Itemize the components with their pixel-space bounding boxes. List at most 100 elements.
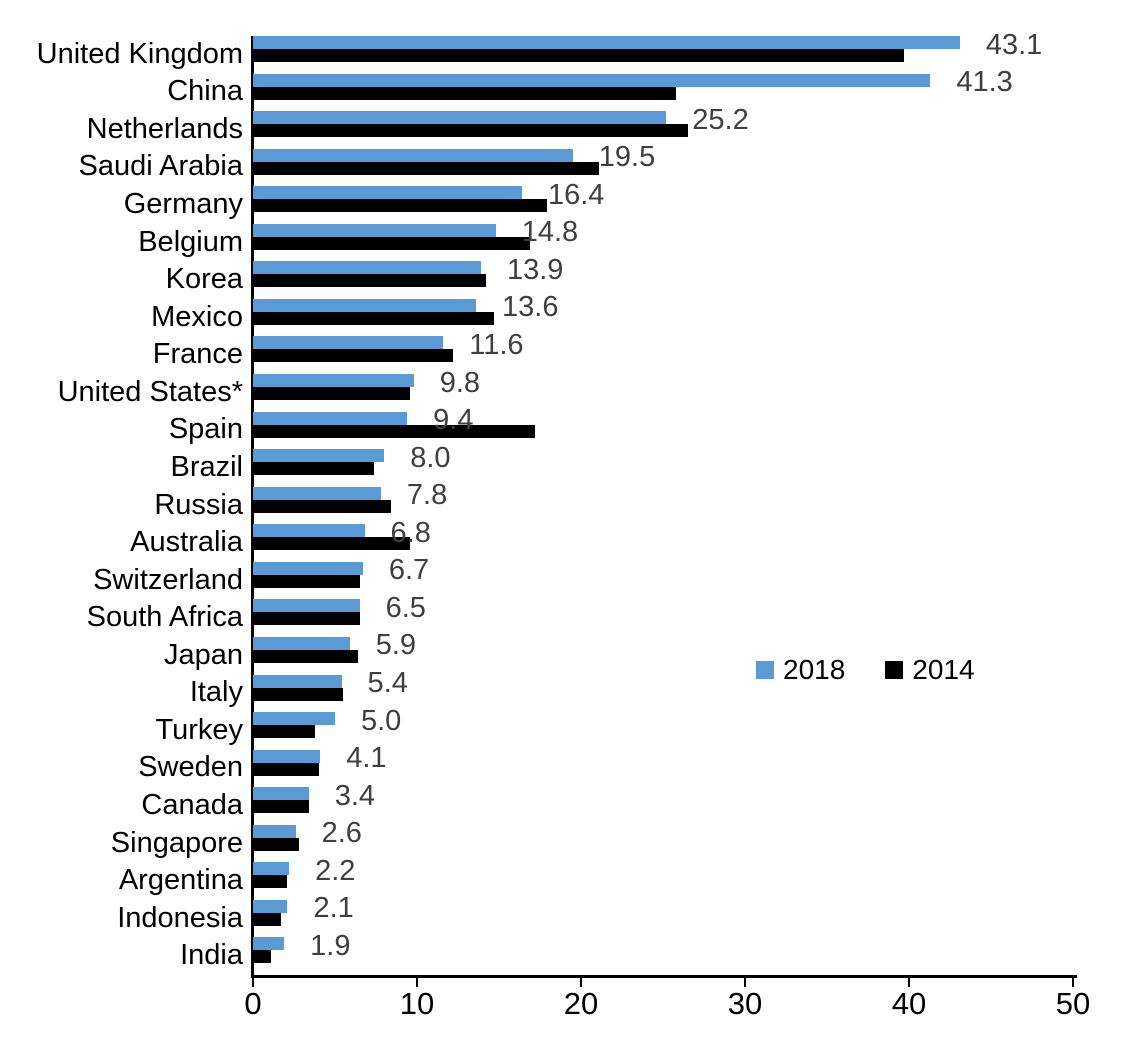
bar-2018 <box>253 223 496 237</box>
bar-2014 <box>253 86 677 100</box>
bar-2014 <box>253 687 344 701</box>
plot-area: 43.1 41.3 25.2 19.5 16.4 14.8 13.9 13.6 11.6 9.8 9… <box>253 30 1073 975</box>
value-label: 25.2 <box>692 103 749 136</box>
bar-2018 <box>253 712 335 726</box>
category-label: Germany <box>123 188 243 221</box>
bar-2018 <box>253 937 285 951</box>
x-tick-mark <box>416 978 418 987</box>
bar-2014 <box>253 800 309 814</box>
bar-2014 <box>253 387 411 401</box>
bar-2014 <box>253 349 454 363</box>
category-label: Canada <box>141 788 243 821</box>
value-label: 13.6 <box>502 291 559 324</box>
bar-2018 <box>253 824 296 838</box>
value-label: 4.1 <box>346 742 387 775</box>
category-label: France <box>152 338 243 371</box>
value-label: 7.8 <box>406 479 448 512</box>
category-axis: United Kingdom China Netherlands Saudi Arab… <box>0 0 243 1041</box>
bar-2014 <box>253 274 486 288</box>
x-tick-mark <box>252 978 254 987</box>
value-label: 41.3 <box>956 66 1013 99</box>
value-label: 5.4 <box>367 667 408 700</box>
x-axis-line <box>251 975 1077 978</box>
bar-2018 <box>253 449 385 463</box>
x-tick-label: 10 <box>399 986 435 1021</box>
value-label: 9.8 <box>439 366 481 399</box>
category-label: China <box>167 75 243 108</box>
bar-2018 <box>253 524 365 538</box>
value-label: 19.5 <box>598 141 656 174</box>
x-tick-mark <box>908 978 910 987</box>
x-tick-mark <box>580 978 582 987</box>
bar-2018 <box>253 261 481 275</box>
legend-swatch-2014-icon <box>885 661 904 679</box>
bar-2014 <box>253 462 375 476</box>
legend-swatch-2018-icon <box>756 661 774 679</box>
category-label: Sweden <box>138 751 243 784</box>
bar-2014 <box>253 499 391 513</box>
category-label: Saudi Arabia <box>78 150 243 183</box>
category-label: Australia <box>130 526 243 559</box>
category-label: Indonesia <box>117 901 243 934</box>
bar-2014 <box>253 875 288 889</box>
x-tick-label: 0 <box>244 986 262 1021</box>
category-label: Argentina <box>118 864 243 897</box>
category-label: Belgium <box>138 225 243 258</box>
value-label: 14.8 <box>521 216 579 249</box>
legend: 2018 2014 <box>756 656 975 684</box>
bar-2014 <box>253 161 600 175</box>
bar-2018 <box>253 186 522 200</box>
bar-2014 <box>253 912 281 926</box>
category-label: South Africa <box>86 601 243 634</box>
value-label: 8.0 <box>410 441 451 474</box>
category-label: Switzerland <box>93 563 243 596</box>
bar-2018 <box>253 336 444 350</box>
bar-2018 <box>253 486 381 500</box>
value-label: 3.4 <box>334 779 376 812</box>
category-label: India <box>180 939 243 972</box>
bar-2014 <box>253 837 299 851</box>
bar-2018 <box>253 787 309 801</box>
value-label: 9.4 <box>433 404 474 437</box>
bar-2018 <box>253 561 363 575</box>
bar-2018 <box>253 411 408 425</box>
bar-2018 <box>253 749 321 763</box>
category-label: Japan <box>163 638 243 671</box>
value-label: 6.8 <box>390 516 431 549</box>
bar-2014 <box>253 574 360 588</box>
value-label: 2.1 <box>313 892 354 925</box>
value-label: 5.9 <box>375 629 417 662</box>
bar-2014 <box>253 762 319 776</box>
value-label: 6.5 <box>385 591 426 624</box>
category-label: United Kingdom <box>36 37 243 70</box>
bar-2014 <box>253 49 905 62</box>
x-tick-mark <box>744 978 746 987</box>
value-label: 1.9 <box>310 929 351 962</box>
bar-2018 <box>253 862 290 876</box>
bar-2018 <box>253 636 350 650</box>
value-label: 13.9 <box>506 253 564 286</box>
bar-2018 <box>253 899 288 913</box>
legend-label-2014: 2014 <box>912 654 975 685</box>
bar-2018 <box>253 674 342 688</box>
value-label: 2.6 <box>321 817 362 850</box>
legend-label-2018: 2018 <box>783 654 846 685</box>
category-label: Russia <box>154 488 243 521</box>
bar-2014 <box>253 612 360 626</box>
category-label: Brazil <box>170 450 243 483</box>
legend-item-2014: 2014 <box>885 654 975 685</box>
bar-2018 <box>253 73 931 87</box>
bar-2018 <box>253 36 960 49</box>
bar-2018 <box>253 298 477 312</box>
bar-2014 <box>253 649 358 663</box>
y-axis-line <box>251 36 254 978</box>
bar-2014 <box>253 199 547 213</box>
category-label: Netherlands <box>86 112 243 145</box>
category-label: Korea <box>165 263 243 296</box>
bar-2014 <box>253 311 495 325</box>
value-label: 2.2 <box>315 854 356 887</box>
bar-2014 <box>253 124 688 138</box>
bar-2018 <box>253 148 573 162</box>
bar-2018 <box>253 111 667 125</box>
